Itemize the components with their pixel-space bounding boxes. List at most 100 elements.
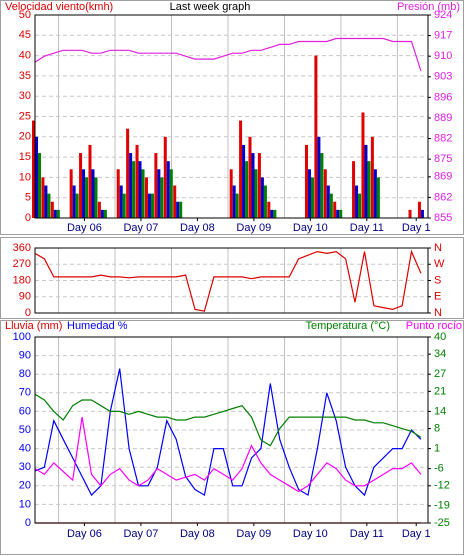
bar — [50, 201, 54, 218]
bar — [69, 169, 73, 218]
y2-tick-label: 34 — [434, 348, 446, 360]
legend-label: Lluvia (mm) — [5, 320, 62, 332]
bar — [32, 120, 35, 218]
plot-area — [34, 336, 429, 524]
bar — [270, 209, 274, 218]
y2-tick-label: 910 — [434, 50, 452, 62]
bar — [229, 169, 233, 218]
bar — [160, 177, 164, 218]
bar — [376, 177, 380, 218]
y-tick-label: 40 — [19, 443, 31, 455]
bar — [163, 136, 167, 218]
bar — [135, 144, 139, 218]
bar — [355, 185, 359, 218]
y-tick-label: 5 — [25, 192, 31, 204]
x-tick-label: Day 10 — [293, 528, 328, 540]
bar — [323, 169, 327, 218]
y-tick-label: 100 — [13, 331, 31, 343]
bar — [364, 144, 368, 218]
bar — [320, 153, 324, 218]
y2-tick-label: 882 — [434, 132, 452, 144]
bar — [41, 177, 45, 218]
plot-area — [34, 247, 429, 314]
legend-label: Humedad % — [67, 320, 128, 332]
y-tick-label: 20 — [19, 131, 31, 143]
y2-tick-label: 855 — [434, 212, 452, 224]
y2-tick-label: 8 — [434, 422, 440, 434]
bar — [260, 177, 264, 218]
legend-label: Presión (mb) — [397, 1, 460, 13]
y2-tick-label: 875 — [434, 153, 452, 165]
bar — [116, 169, 120, 218]
bar — [56, 209, 60, 218]
bar — [326, 185, 330, 218]
bar — [157, 169, 161, 218]
bar — [129, 153, 133, 218]
bar — [329, 193, 333, 218]
bar — [169, 169, 173, 218]
y-tick-label: 30 — [19, 90, 31, 102]
x-tick-label: Day 10 — [293, 222, 328, 234]
bar — [367, 161, 371, 218]
y2-tick-label: E — [434, 291, 441, 303]
y-tick-label: 30 — [19, 461, 31, 473]
bar — [420, 209, 424, 218]
bar — [304, 144, 308, 218]
y2-tick-label: 21 — [434, 385, 446, 397]
bar — [100, 209, 104, 218]
y2-tick-label: 889 — [434, 112, 452, 124]
y-tick-label: 70 — [19, 387, 31, 399]
y2-tick-label: S — [434, 274, 441, 286]
legend-label: Punto rocío — [406, 320, 462, 332]
bar — [248, 136, 252, 218]
bar — [314, 55, 318, 218]
bar — [373, 169, 377, 218]
y-tick-label: 360 — [13, 242, 31, 254]
y2-tick-label: 14 — [434, 405, 446, 417]
y2-tick-label: -19 — [434, 500, 450, 512]
bar — [38, 153, 41, 218]
y-tick-label: 180 — [13, 274, 31, 286]
y2-tick-label: 27 — [434, 368, 446, 380]
bar — [358, 193, 362, 218]
bar — [242, 144, 246, 218]
bar — [307, 169, 311, 218]
y2-tick-label: 40 — [434, 331, 446, 343]
y2-tick-label: -6 — [434, 463, 444, 475]
bar — [44, 185, 48, 218]
bar — [72, 185, 76, 218]
bar — [166, 161, 170, 218]
bar — [173, 185, 177, 218]
bar — [232, 185, 236, 218]
y2-tick-label: -25 — [434, 517, 450, 529]
bar — [132, 161, 136, 218]
y-tick-label: 60 — [19, 405, 31, 417]
y-tick-label: 40 — [19, 50, 31, 62]
x-tick-label: Day 1 — [402, 528, 431, 540]
bar — [257, 153, 261, 218]
series-line — [34, 37, 422, 72]
bar — [176, 201, 180, 218]
chart-title: Last week graph — [170, 1, 251, 13]
y-tick-label: 15 — [19, 151, 31, 163]
bar — [267, 201, 271, 218]
bar — [97, 201, 101, 218]
y2-tick-label: 869 — [434, 171, 452, 183]
bar — [82, 169, 86, 218]
bar — [147, 193, 151, 218]
bar — [361, 112, 365, 218]
y-tick-label: 35 — [19, 70, 31, 82]
y-tick-label: 50 — [19, 9, 31, 21]
bar — [310, 177, 314, 218]
bar — [179, 201, 183, 218]
bar — [119, 185, 123, 218]
bar — [239, 120, 243, 218]
bar — [94, 177, 98, 218]
bar — [88, 144, 92, 218]
bar — [263, 185, 267, 218]
y-tick-label: 90 — [19, 291, 31, 303]
bar — [122, 193, 126, 218]
bar — [47, 193, 51, 218]
x-tick-label: Day 06 — [67, 222, 102, 234]
legend-label: Velocidad viento(kmh) — [5, 1, 113, 13]
